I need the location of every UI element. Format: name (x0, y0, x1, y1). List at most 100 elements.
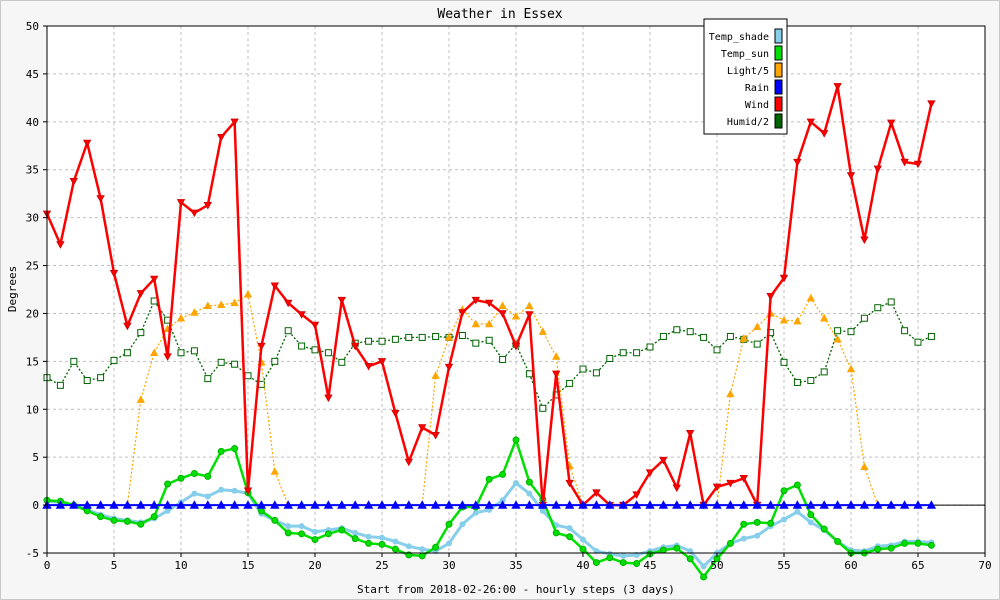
y-tick-label: 50 (26, 20, 39, 33)
data-point-temp-sun (150, 513, 158, 521)
data-point-humid-2 (244, 372, 252, 380)
data-point-rain (739, 500, 749, 509)
legend-label: Rain (745, 83, 769, 94)
data-point-wind (900, 158, 909, 167)
data-point-temp-shade (807, 519, 814, 526)
data-point-humid-2 (177, 349, 185, 357)
data-point-wind (83, 139, 92, 148)
data-point-humid-2 (860, 314, 868, 322)
data-point-wind (150, 275, 159, 284)
data-point-rain (698, 500, 709, 509)
data-point-rain (430, 500, 441, 509)
data-point-rain (618, 500, 628, 509)
data-point-rain (270, 500, 280, 509)
data-point-temp-shade (754, 532, 761, 539)
y-tick-label: -5 (26, 547, 39, 560)
data-point-humid-2 (686, 328, 694, 336)
data-point-temp-shade (446, 540, 452, 547)
data-point-wind (351, 342, 360, 351)
data-point-temp-shade (526, 490, 533, 497)
data-point-wind (190, 209, 199, 218)
data-point-light-5 (739, 334, 748, 342)
data-point-humid-2 (633, 349, 641, 357)
data-point-rain (283, 500, 293, 509)
series-temp-sun (43, 436, 935, 581)
data-point-rain (645, 500, 655, 509)
legend-swatch (774, 45, 783, 61)
data-point-rain (913, 500, 923, 509)
data-point-rain (725, 500, 736, 509)
data-point-temp-sun (767, 519, 775, 527)
data-point-wind (176, 199, 186, 207)
data-point-rain (524, 500, 535, 509)
data-point-wind (645, 469, 655, 477)
data-point-temp-sun (97, 513, 105, 521)
data-point-light-5 (176, 313, 186, 322)
data-point-humid-2 (499, 355, 507, 363)
data-point-rain (69, 500, 79, 509)
data-point-rain (819, 500, 829, 509)
data-point-temp-sun (351, 535, 359, 543)
data-point-temp-shade (459, 521, 466, 528)
data-point-temp-sun (83, 507, 91, 515)
data-point-temp-shade (164, 507, 171, 514)
data-point-temp-sun (137, 520, 145, 528)
data-point-temp-sun (418, 552, 426, 560)
data-point-temp-sun (579, 545, 587, 553)
data-point-rain (243, 500, 253, 509)
data-point-temp-shade (312, 528, 318, 535)
data-point-light-5 (444, 333, 454, 341)
data-point-rain (538, 500, 548, 509)
data-point-temp-shade (687, 548, 694, 555)
data-point-rain (832, 500, 843, 509)
y-tick-label: 10 (26, 403, 39, 416)
data-point-humid-2 (391, 335, 399, 343)
data-point-rain (605, 500, 615, 509)
data-point-rain (926, 500, 937, 509)
data-point-rain (417, 500, 427, 509)
data-point-temp-sun (217, 447, 225, 455)
data-point-wind (632, 491, 641, 499)
data-point-temp-sun (552, 529, 560, 537)
data-point-temp-shade (740, 535, 747, 542)
data-point-rain (323, 500, 334, 509)
data-point-humid-2 (793, 378, 801, 386)
data-point-light-5 (806, 293, 815, 302)
data-point-humid-2 (887, 298, 895, 306)
data-point-humid-2 (123, 349, 131, 357)
data-point-wind (833, 83, 842, 91)
x-tick-label: 55 (777, 559, 790, 572)
data-point-wind (511, 342, 521, 351)
x-tick-label: 20 (308, 559, 321, 572)
legend-box (703, 18, 788, 135)
data-point-rain (136, 500, 146, 509)
data-point-temp-sun (231, 445, 239, 453)
data-point-temp-shade (580, 536, 586, 543)
x-tick-label: 60 (844, 559, 857, 572)
data-point-temp-sun (927, 541, 935, 549)
data-point-humid-2 (579, 365, 587, 373)
data-point-temp-shade (392, 538, 399, 545)
data-point-light-5 (203, 301, 212, 309)
data-point-wind (726, 479, 735, 488)
data-point-temp-sun (110, 516, 118, 524)
data-point-rain (122, 500, 133, 509)
data-point-humid-2 (190, 347, 198, 355)
x-tick-label: 30 (442, 559, 455, 572)
data-point-wind (860, 236, 869, 244)
data-point-wind (243, 487, 253, 496)
data-point-wind (377, 358, 387, 366)
y-axis-label: Degrees (6, 266, 19, 312)
data-point-humid-2 (566, 379, 574, 387)
data-point-wind (257, 342, 266, 351)
data-point-rain (886, 500, 896, 509)
data-point-temp-shade (365, 533, 372, 540)
y-tick-label: 5 (32, 451, 39, 464)
data-point-temp-shade (700, 563, 707, 570)
series-wind (42, 83, 936, 510)
data-point-humid-2 (659, 332, 667, 340)
data-point-rain (765, 500, 776, 509)
data-point-rain (189, 500, 200, 509)
data-point-temp-sun (700, 573, 708, 581)
data-point-rain (350, 500, 360, 509)
